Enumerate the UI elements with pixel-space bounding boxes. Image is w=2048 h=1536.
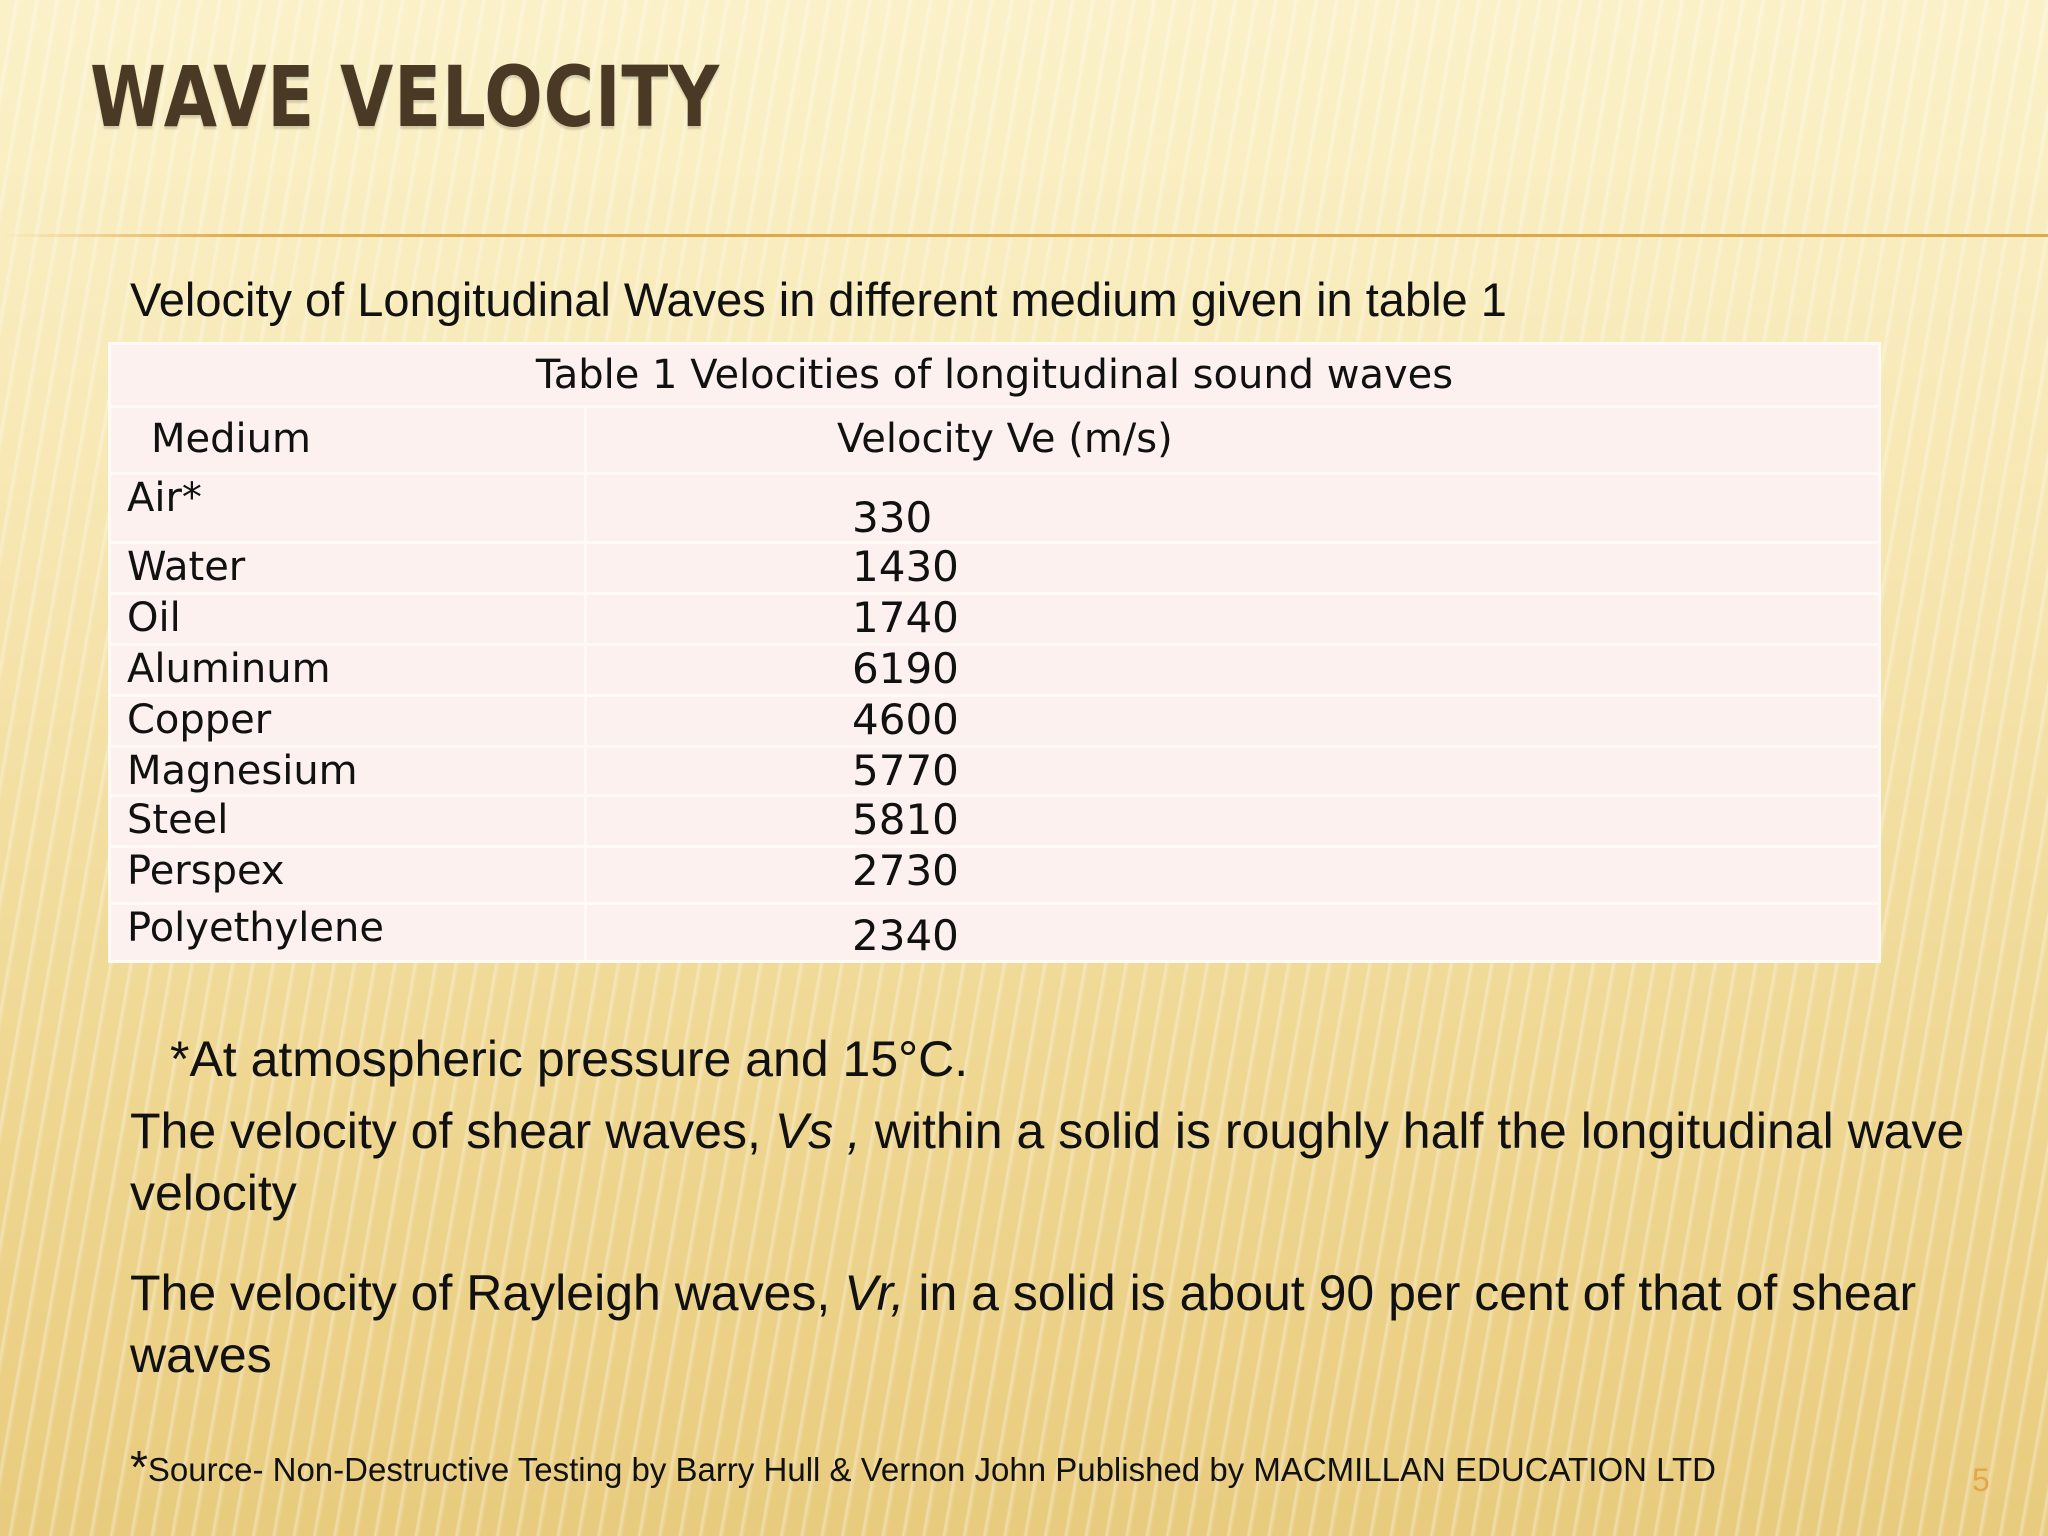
intro-text: Velocity of Longitudinal Waves in differ… — [130, 273, 1507, 326]
page-number: 5 — [1972, 1462, 1990, 1498]
velocity-table: Table 1 Velocities of longitudinal sound… — [108, 342, 1881, 963]
medium-cell: Steel — [108, 794, 587, 848]
column-header-velocity: Velocity Ve (m/s) — [584, 405, 1881, 475]
velocity-cell: 2730 — [584, 845, 1881, 905]
velocity-cell: 330 — [584, 472, 1881, 544]
table-row: Oil 1740 — [108, 592, 1881, 646]
medium-cell: Polyethylene — [108, 902, 587, 963]
medium-cell: Water — [108, 541, 587, 595]
velocity-cell: 4600 — [584, 694, 1881, 748]
medium-cell: Copper — [108, 694, 587, 748]
table-row: Water 1430 — [108, 541, 1881, 595]
shear-text-start: The velocity of shear waves, — [130, 1103, 775, 1159]
velocity-cell: 1740 — [584, 592, 1881, 646]
source-text: Source- Non-Destructive Testing by Barry… — [147, 1451, 1717, 1488]
velocity-cell: 6190 — [584, 643, 1881, 697]
table-row: Steel 5810 — [108, 794, 1881, 848]
table-row: Magnesium 5770 — [108, 745, 1881, 797]
rayleigh-velocity-text: The velocity of Rayleigh waves, Vr, in a… — [130, 1262, 2030, 1386]
rayleigh-text-start: The velocity of Rayleigh waves, — [130, 1265, 845, 1321]
shear-text-end: within a solid is roughly half the longi… — [130, 1103, 1965, 1221]
velocity-cell: 1430 — [584, 541, 1881, 595]
medium-cell: Magnesium — [108, 745, 587, 797]
velocity-cell: 2340 — [584, 902, 1881, 963]
shear-velocity-text: The velocity of shear waves, Vs , within… — [130, 1100, 2030, 1224]
shear-symbol: Vs , — [774, 1103, 861, 1159]
medium-cell: Perspex — [108, 845, 587, 905]
velocity-cell: 5770 — [584, 745, 1881, 797]
table-row: Perspex 2730 — [108, 845, 1881, 905]
table-row: Aluminum 6190 — [108, 643, 1881, 697]
rayleigh-symbol: Vr, — [844, 1265, 905, 1321]
slide-title: WAVE VELOCITY — [90, 48, 720, 146]
medium-cell: Oil — [108, 592, 587, 646]
table-row: Copper 4600 — [108, 694, 1881, 748]
velocity-cell: 5810 — [584, 794, 1881, 848]
table-row: Air* 330 — [108, 472, 1881, 544]
title-divider — [0, 234, 2048, 237]
table-caption: Table 1 Velocities of longitudinal sound… — [108, 342, 1881, 408]
source-citation: *Source- Non-Destructive Testing by Barr… — [130, 1440, 1716, 1494]
column-header-medium: Medium — [108, 405, 587, 475]
medium-cell: Air* — [108, 472, 587, 544]
medium-cell: Aluminum — [108, 643, 587, 697]
table-row: Polyethylene 2340 — [108, 902, 1881, 963]
rayleigh-text-end: in a solid is about 90 per cent of that … — [130, 1265, 1917, 1383]
source-asterisk: * — [130, 1441, 148, 1493]
footnote-conditions: *At atmospheric pressure and 15°C. — [170, 1031, 969, 1087]
